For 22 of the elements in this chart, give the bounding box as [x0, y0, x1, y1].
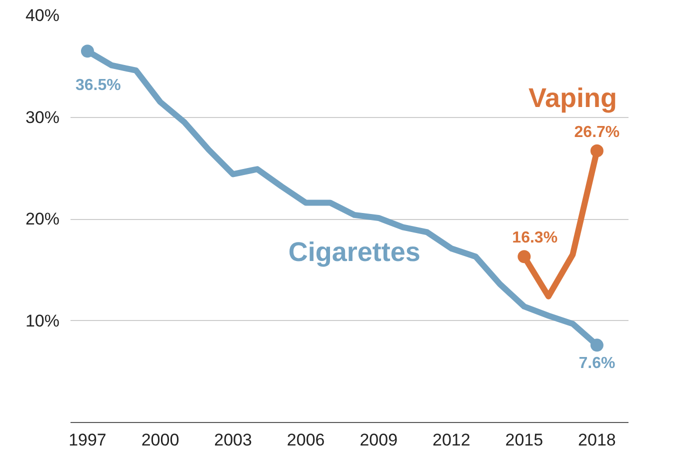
data-label: 16.3%	[512, 230, 558, 247]
x-tick-label: 2015	[505, 430, 544, 450]
series-label: Cigarettes	[288, 236, 420, 267]
y-tick-label: 20%	[25, 210, 60, 228]
series-label: Vaping	[528, 82, 617, 113]
x-tick-label: 2009	[360, 430, 398, 450]
x-tick-label: 1997	[68, 430, 106, 450]
y-tick-label: 30%	[25, 108, 60, 127]
data-label: 7.6%	[578, 355, 616, 372]
data-label: 26.7%	[574, 124, 620, 141]
point	[590, 338, 604, 352]
x-tick-label: 2012	[432, 430, 470, 450]
x-tick-label: 2003	[214, 430, 252, 450]
y-tick-label: 10%	[25, 311, 60, 330]
x-tick-label: 2000	[141, 430, 180, 450]
x-tick-label: 2006	[286, 430, 325, 450]
y-tick-label: 40%	[25, 6, 60, 25]
point	[518, 250, 531, 264]
point	[590, 144, 604, 158]
data-label: 36.5%	[75, 77, 121, 94]
point	[80, 44, 94, 58]
x-tick-label: 2018	[578, 430, 616, 450]
